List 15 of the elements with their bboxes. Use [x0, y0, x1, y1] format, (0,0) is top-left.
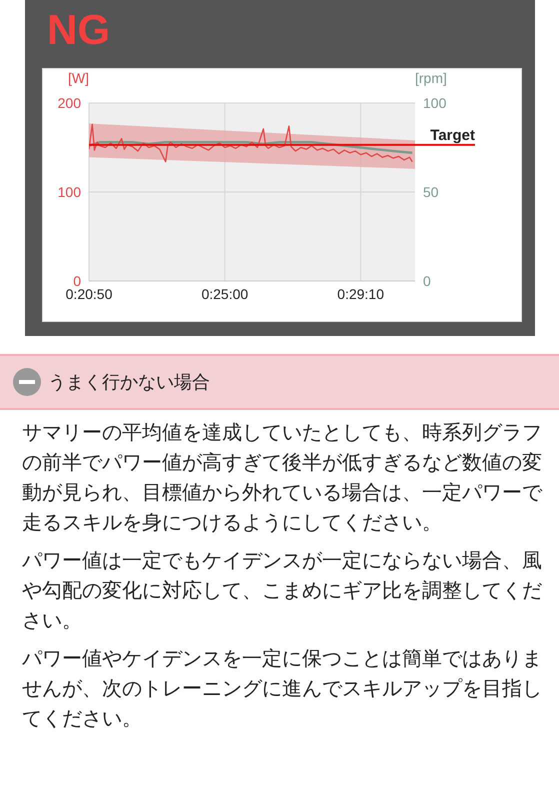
x-tick-label: 0:25:00	[201, 286, 248, 302]
y-axis-title: [W]	[68, 70, 89, 86]
y-tick-label: 100	[58, 184, 82, 200]
y-tick-label: 200	[58, 94, 82, 111]
chart-title: NG	[47, 6, 110, 54]
ref-line-label: Target	[430, 126, 475, 144]
y2-tick-label: 50	[423, 184, 439, 200]
y2-tick-label: 100	[423, 94, 447, 111]
text: うまく行かない場合	[48, 371, 210, 394]
x-tick-label: 0:29:10	[337, 286, 384, 302]
y2-axis-title: [rpm]	[415, 70, 447, 86]
y2-tick-label: 0	[423, 272, 431, 289]
text: パワー値は一定でもケイデンスが一定にならない場合、風や勾配の変化に対応して、こまめにギア比を調整してください。	[22, 549, 543, 634]
text: パワー値やケイデンスを一定に保つことは簡単ではありませんが、次のトレーニングに進んでスキルアップを目指してください。	[22, 647, 543, 732]
text: サマリーの平均値を達成していたとしても、時系列グラフの前半でパワー値が高すぎて後半が低すぎるなど数値の変動が見られ、目標値から外れている場合は、一定パワーで走るスキルを身につけるようにしてください。	[22, 421, 544, 536]
